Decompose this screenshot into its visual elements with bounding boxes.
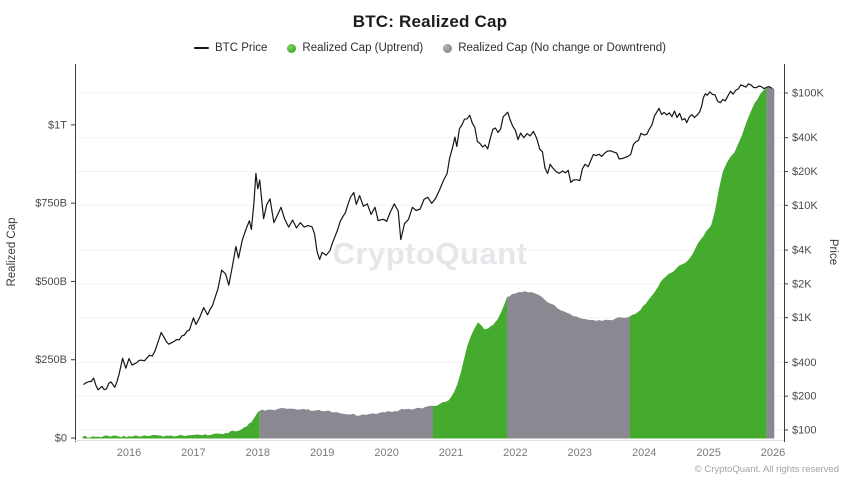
x-axis-tick-label: 2024 — [632, 447, 656, 459]
right-axis-tick-label: $400 — [792, 357, 816, 369]
btc-price-line — [83, 83, 773, 391]
right-axis-tick-label: $10K — [792, 200, 818, 212]
realized-cap-area-uptrend — [630, 88, 767, 439]
x-axis-tick-label: 2019 — [310, 447, 334, 459]
x-axis-tick-label: 2021 — [439, 447, 463, 459]
green-dot-icon — [287, 43, 297, 53]
gray-dot-icon — [443, 43, 453, 53]
price-line-swatch-icon — [194, 47, 210, 49]
cryptoquant-watermark: CryptoQuant — [332, 236, 528, 271]
x-axis-tick-label: 2016 — [117, 447, 141, 459]
legend-item-realized-cap-uptrend[interactable]: Realized Cap (Uptrend) — [287, 42, 423, 54]
left-axis-tick-label: $750B — [35, 198, 67, 210]
realized-cap-area-downtrend — [766, 86, 775, 439]
legend-item-btc-price[interactable]: BTC Price — [194, 42, 267, 54]
right-axis-tick-label: $4K — [792, 245, 812, 257]
left-axis-tick-label: $1T — [48, 119, 67, 131]
x-axis-tick-label: 2023 — [568, 447, 592, 459]
left-axis-title: Realized Cap — [6, 217, 18, 287]
x-axis-tick-label: 2025 — [696, 447, 720, 459]
chart-legend: BTC Price Realized Cap (Uptrend) Realize… — [0, 40, 860, 56]
right-axis-tick-label: $100K — [792, 88, 824, 100]
right-axis-title: Price — [827, 238, 839, 266]
realized-cap-area-downtrend — [259, 405, 433, 439]
legend-label: BTC Price — [215, 42, 268, 54]
left-axis-tick-label: $500B — [35, 276, 67, 288]
realized-cap-area-uptrend — [82, 410, 260, 439]
right-axis-tick-label: $100 — [792, 425, 816, 437]
left-axis-tick-label: $0 — [55, 433, 67, 445]
copyright-notice: © CryptoQuant. All rights reserved — [694, 464, 839, 475]
x-axis-tick-label: 2018 — [246, 447, 270, 459]
right-axis-tick-label: $20K — [792, 166, 818, 178]
left-axis-tick-label: $250B — [35, 354, 67, 366]
right-axis-tick-label: $1K — [792, 312, 812, 324]
legend-label: Realized Cap (No change or Downtrend) — [458, 42, 666, 54]
right-axis-tick-label: $200 — [792, 391, 816, 403]
x-axis-tick-label: 2017 — [181, 447, 205, 459]
right-axis-tick-label: $2K — [792, 278, 812, 290]
right-axis-tick-label: $40K — [792, 132, 818, 144]
legend-label: Realized Cap (Uptrend) — [302, 42, 424, 54]
x-axis-tick-label: 2022 — [503, 447, 527, 459]
x-axis-tick-label: 2026 — [761, 447, 785, 459]
realized-cap-area-downtrend — [507, 291, 630, 439]
legend-item-realized-cap-downtrend[interactable]: Realized Cap (No change or Downtrend) — [443, 42, 666, 54]
chart-title: BTC: Realized Cap — [352, 12, 508, 31]
realized-cap-area-uptrend — [433, 297, 507, 439]
x-axis-tick-label: 2020 — [374, 447, 398, 459]
